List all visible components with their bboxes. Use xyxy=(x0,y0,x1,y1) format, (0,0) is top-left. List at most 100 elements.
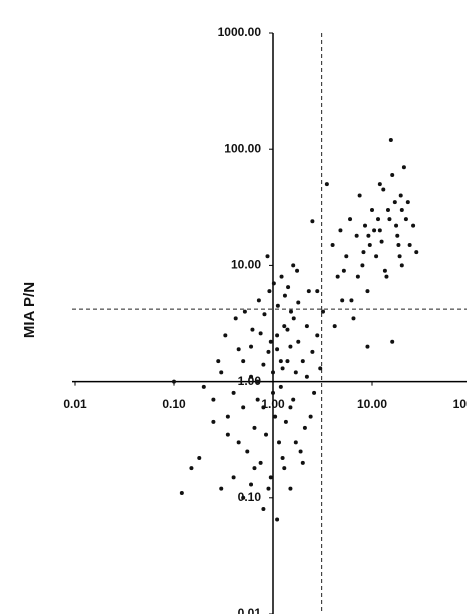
point xyxy=(258,460,263,465)
point xyxy=(407,242,412,247)
point xyxy=(354,233,359,238)
point xyxy=(289,309,294,314)
point xyxy=(282,466,287,471)
point xyxy=(236,347,241,352)
point xyxy=(304,324,309,329)
point xyxy=(249,374,254,379)
point xyxy=(367,242,372,247)
point xyxy=(223,333,228,338)
y-tick-label: 10.00 xyxy=(231,258,261,272)
point xyxy=(279,274,284,279)
x-tick-label: 100.00 xyxy=(453,397,467,411)
point xyxy=(306,289,311,294)
point xyxy=(249,344,254,349)
point xyxy=(266,349,271,354)
point xyxy=(395,233,400,238)
point xyxy=(280,366,285,371)
point xyxy=(261,362,266,367)
point xyxy=(344,254,349,259)
point xyxy=(262,312,267,317)
point xyxy=(390,339,395,344)
point xyxy=(278,359,283,364)
point xyxy=(283,419,288,424)
point xyxy=(298,449,303,454)
point xyxy=(365,289,370,294)
point xyxy=(268,339,273,344)
point xyxy=(280,456,285,461)
point xyxy=(211,419,216,424)
point xyxy=(397,254,402,259)
point xyxy=(388,137,393,142)
point xyxy=(379,239,384,244)
point xyxy=(258,331,263,336)
point xyxy=(273,414,278,419)
point xyxy=(377,182,382,187)
point xyxy=(387,217,392,222)
point xyxy=(370,207,374,212)
point xyxy=(211,397,216,402)
point xyxy=(282,324,287,329)
point xyxy=(300,460,305,465)
point xyxy=(278,384,283,389)
point xyxy=(351,316,356,321)
point xyxy=(390,172,395,177)
point xyxy=(332,324,337,329)
point xyxy=(293,440,298,445)
point xyxy=(296,339,301,344)
y-tick-label: 100.00 xyxy=(224,141,261,155)
point xyxy=(288,344,293,349)
point xyxy=(365,344,370,349)
point xyxy=(271,370,275,375)
point xyxy=(242,309,247,314)
point xyxy=(255,397,260,402)
point xyxy=(249,482,254,487)
point xyxy=(312,390,317,395)
point xyxy=(236,440,241,445)
point xyxy=(399,207,404,212)
point xyxy=(189,466,194,471)
point xyxy=(172,379,176,384)
point xyxy=(384,274,389,279)
point xyxy=(348,217,353,222)
point xyxy=(293,370,298,375)
point xyxy=(308,414,313,419)
y-tick-label: 0.10 xyxy=(238,490,262,504)
point xyxy=(363,223,368,228)
point xyxy=(275,517,280,522)
point xyxy=(241,495,246,500)
point xyxy=(315,333,320,338)
x-tick-label: 0.10 xyxy=(162,397,186,411)
y-axis-title: MIA P/N xyxy=(21,282,38,338)
point xyxy=(275,333,280,338)
point xyxy=(338,228,343,233)
point xyxy=(385,207,390,212)
point xyxy=(335,274,340,279)
point xyxy=(377,228,382,233)
point xyxy=(256,298,261,303)
point xyxy=(382,268,387,273)
x-tick-label: 10.00 xyxy=(357,397,387,411)
point xyxy=(285,359,290,364)
point xyxy=(271,281,276,286)
point xyxy=(411,223,416,228)
point xyxy=(179,490,184,495)
point xyxy=(288,405,293,410)
point xyxy=(394,223,399,228)
point xyxy=(399,263,404,268)
point xyxy=(321,309,326,314)
point xyxy=(355,274,360,279)
point xyxy=(295,268,300,273)
point xyxy=(414,250,419,255)
x-tick-label: 0.01 xyxy=(63,397,87,411)
point xyxy=(264,432,269,437)
point xyxy=(252,466,257,471)
point xyxy=(231,475,236,480)
point xyxy=(225,432,230,437)
point xyxy=(291,397,296,402)
point xyxy=(201,384,206,389)
point xyxy=(310,219,315,224)
point xyxy=(285,327,290,332)
point xyxy=(241,405,246,410)
point xyxy=(291,263,296,268)
